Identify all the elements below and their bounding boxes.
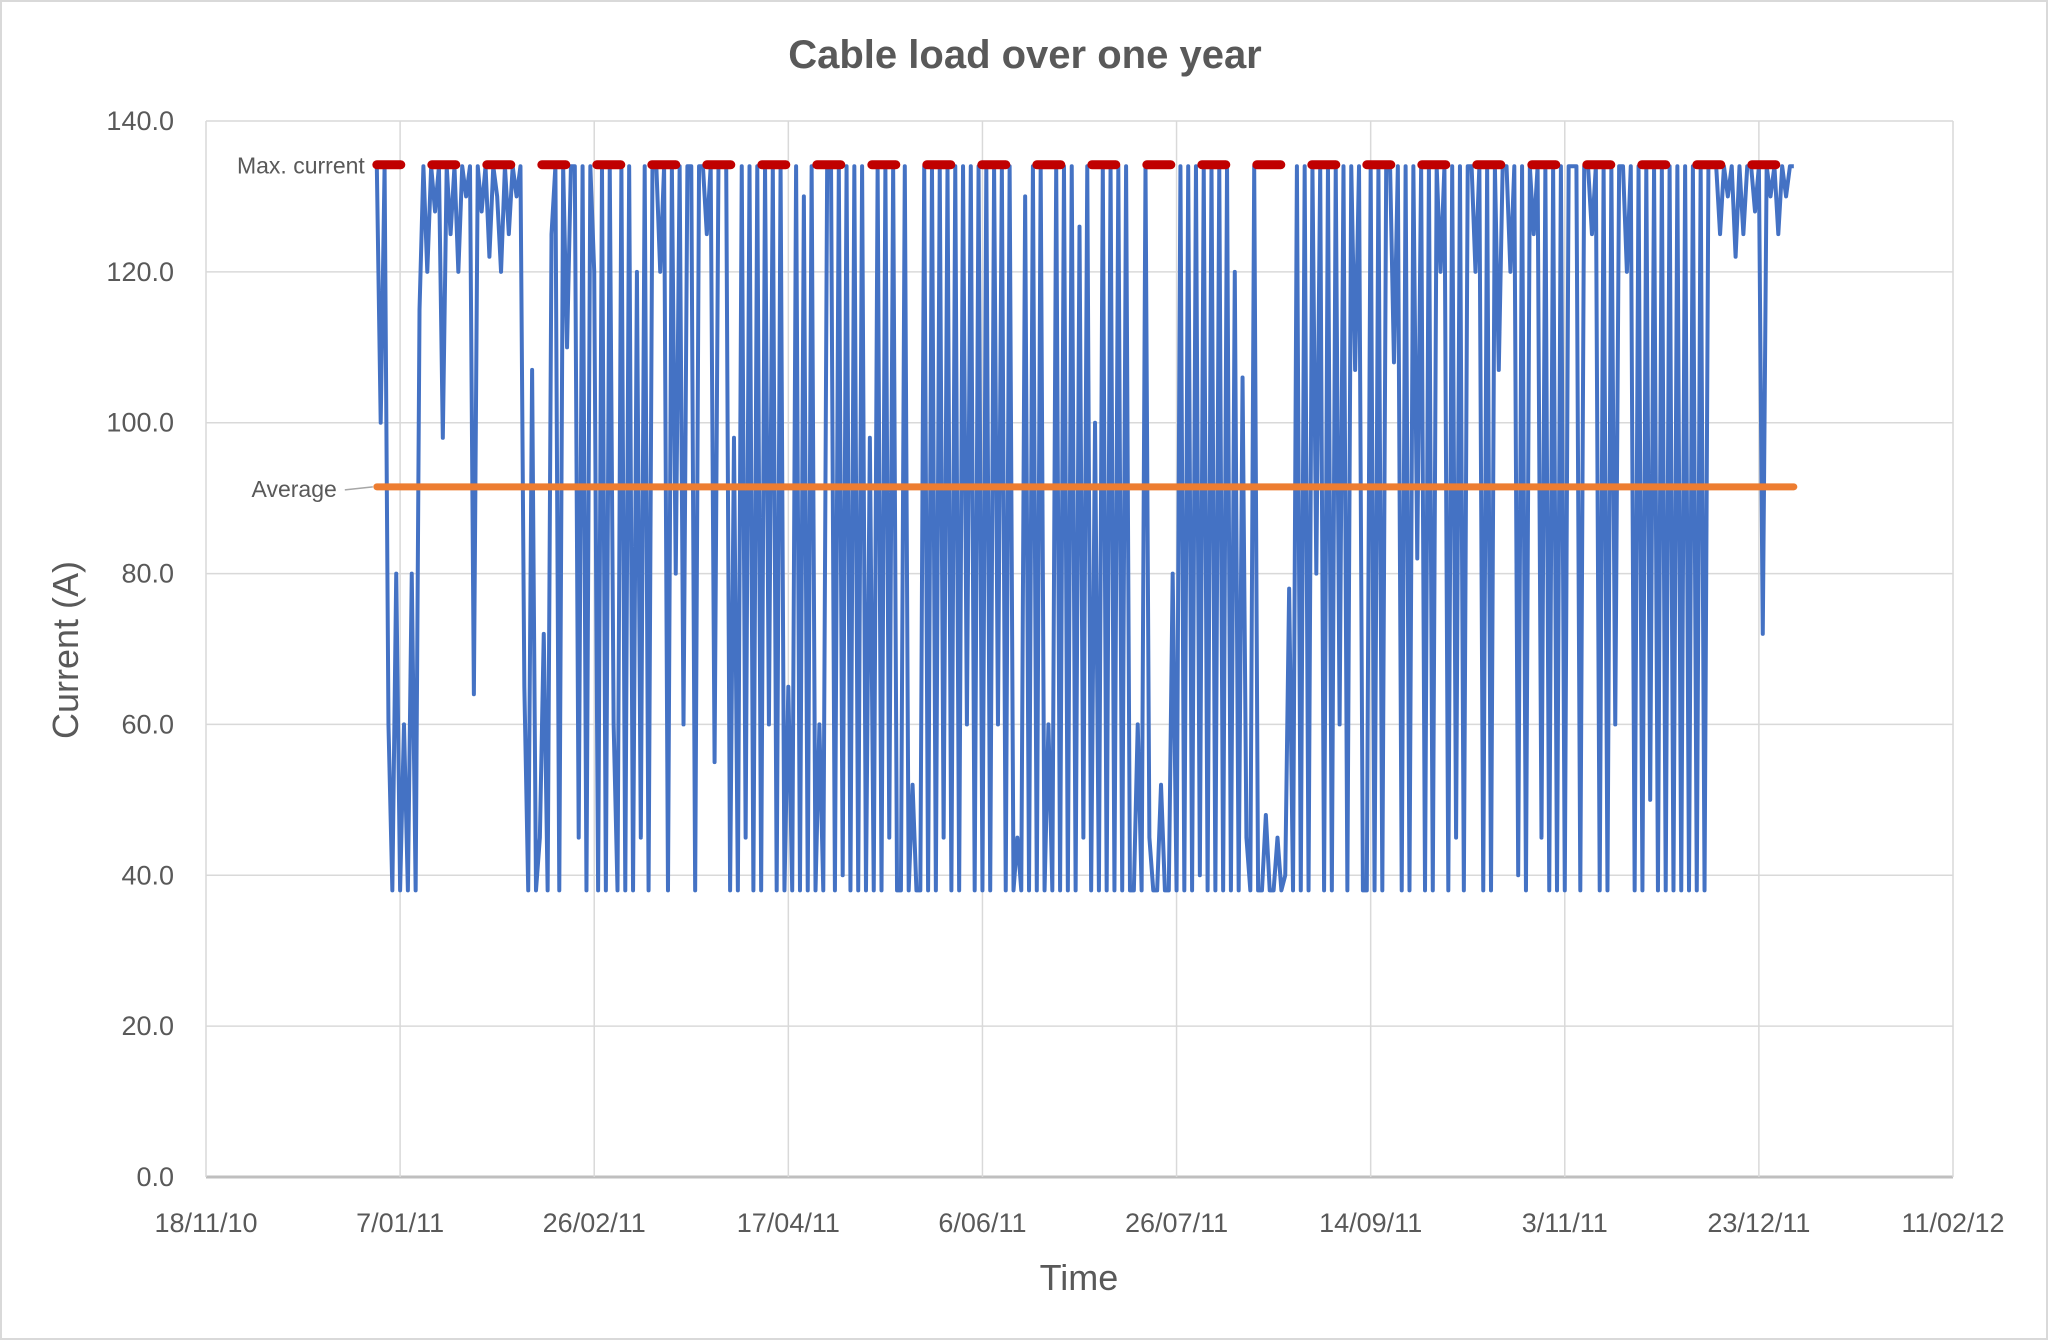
y-tick-label: 0.0 (136, 1162, 174, 1192)
current-series-line (374, 164, 1794, 893)
y-tick-label: 140.0 (106, 106, 174, 136)
y-axis-ticks: 0.0 20.0 40.0 60.0 80.0 100.0 120.0 140.0 (106, 106, 174, 1192)
annotations-layer: Max. current Average (237, 153, 1799, 502)
x-tick-label: 26/02/11 (543, 1208, 646, 1238)
x-tick-label: 7/01/11 (356, 1208, 444, 1238)
x-tick-label: 18/11/10 (154, 1208, 257, 1238)
y-tick-label: 20.0 (121, 1011, 174, 1041)
y-axis-label: Current (A) (45, 561, 86, 739)
max-current-label: Max. current (237, 153, 365, 179)
average-label: Average (252, 476, 337, 502)
average-leader-line (344, 486, 373, 491)
x-tick-label: 3/11/11 (1522, 1208, 1608, 1238)
x-axis-label: Time (1040, 1257, 1119, 1298)
x-tick-label: 26/07/11 (1125, 1208, 1228, 1238)
y-tick-label: 120.0 (106, 257, 174, 287)
x-tick-label: 11/02/12 (1901, 1208, 2004, 1238)
x-tick-label: 14/09/11 (1319, 1208, 1422, 1238)
y-tick-label: 80.0 (121, 559, 174, 589)
series-layer (374, 164, 1794, 893)
y-tick-label: 40.0 (121, 860, 174, 890)
x-tick-label: 6/06/11 (938, 1208, 1026, 1238)
y-tick-label: 60.0 (121, 709, 174, 739)
x-tick-label: 23/12/11 (1707, 1208, 1810, 1238)
x-tick-label: 17/04/11 (737, 1208, 840, 1238)
y-tick-label: 100.0 (106, 408, 174, 438)
x-axis-ticks: 18/11/10 7/01/11 26/02/11 17/04/11 6/06/11 26… (154, 1208, 2004, 1238)
chart-title: Cable load over one year (788, 33, 1262, 77)
